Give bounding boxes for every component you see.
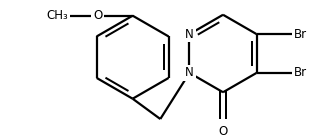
Text: CH₃: CH₃ [46, 9, 68, 22]
Text: Br: Br [294, 66, 307, 79]
Text: N: N [185, 28, 194, 41]
Text: O: O [218, 124, 228, 138]
Text: Br: Br [294, 28, 307, 41]
Text: N: N [185, 66, 194, 79]
Text: O: O [93, 9, 102, 22]
